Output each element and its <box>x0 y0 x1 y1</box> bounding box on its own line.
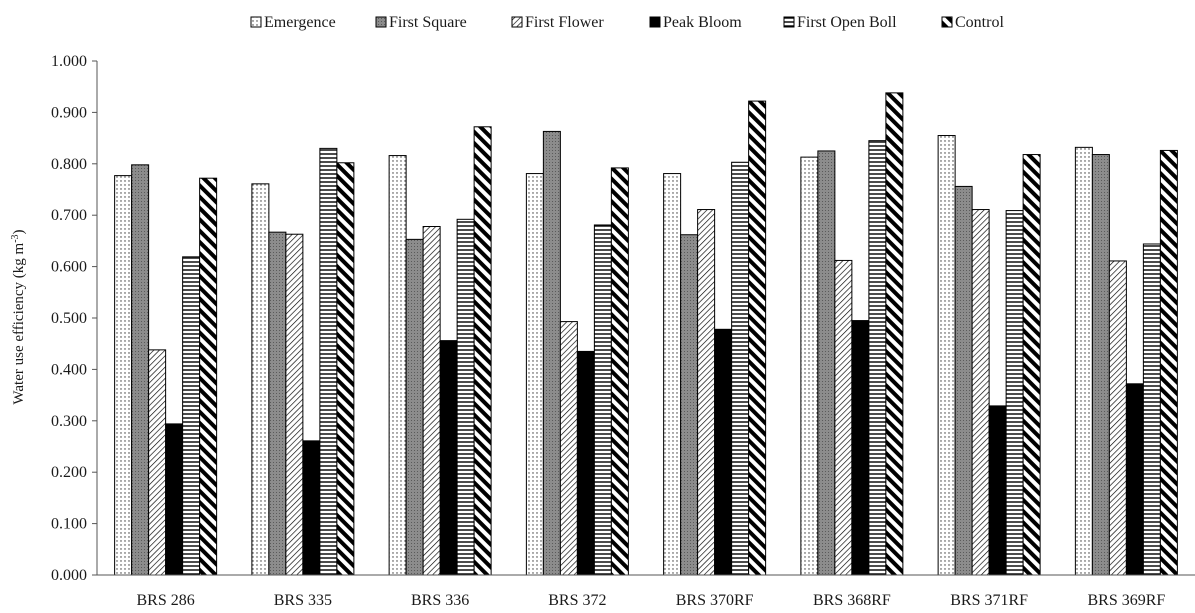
legend-swatch <box>511 16 523 28</box>
bar-solid-black <box>302 440 321 576</box>
legend-label: Emergence <box>264 14 336 31</box>
bar-horiz-lines <box>319 147 338 576</box>
y-axis-label-main: Water use efficiency (kg m <box>11 242 27 404</box>
y-tick-label: 0.600 <box>51 259 87 276</box>
bar-diag-down <box>285 233 304 576</box>
y-tick-label: 0.400 <box>51 361 87 378</box>
bar-diag-down <box>834 259 853 576</box>
legend: Emergence First Square First Flower Peak Bl… <box>250 14 1004 31</box>
bar-horiz-lines <box>593 224 612 576</box>
bar-solid-black <box>439 340 458 576</box>
bar-gray-grid <box>954 185 973 576</box>
y-tick-label: 0.700 <box>51 207 87 224</box>
bar-diag-down <box>422 226 441 576</box>
bar-solid-black <box>988 405 1007 576</box>
legend-swatch <box>250 16 262 28</box>
y-tick-label: 0.300 <box>51 413 87 430</box>
bar-wide-diag <box>885 92 904 576</box>
bar-wide-diag <box>610 167 629 576</box>
legend-label: First Flower <box>525 14 604 31</box>
x-category-label: BRS 336 <box>411 592 469 609</box>
legend-label: Control <box>955 14 1004 31</box>
x-category-label: BRS 371RF <box>950 592 1028 609</box>
bar-wide-diag <box>199 177 218 576</box>
bar-wide-diag <box>1022 154 1041 576</box>
y-tick-label: 0.200 <box>51 464 87 481</box>
legend-swatch <box>375 16 387 28</box>
y-axis: 0.000 0.100 0.200 0.300 0.400 0.500 0.600 0.700… <box>51 53 98 584</box>
bar-gray-grid <box>1091 154 1110 576</box>
bar-solid-black <box>165 423 184 576</box>
bar-dots <box>251 183 270 576</box>
y-tick-label: 0.900 <box>51 104 87 121</box>
x-category-label: BRS 368RF <box>813 592 891 609</box>
bar-horiz-lines <box>731 161 750 576</box>
legend-label: Peak Bloom <box>663 14 742 31</box>
x-category-label: BRS 369RF <box>1087 592 1165 609</box>
legend-swatch <box>941 16 953 28</box>
bar-diag-down <box>1108 260 1127 576</box>
bar-dots <box>388 155 407 576</box>
bar-diag-down <box>148 349 167 576</box>
bar-dots <box>800 156 819 576</box>
bar-dots <box>937 135 956 576</box>
bar-solid-black <box>714 328 733 576</box>
y-tick-label: 0.500 <box>51 310 87 327</box>
y-axis-label-tail: ) <box>11 229 27 234</box>
bar-diag-down <box>559 321 578 576</box>
x-category-label: BRS 335 <box>274 592 332 609</box>
bar-horiz-lines <box>1005 210 1024 576</box>
bar-diag-down <box>971 209 990 576</box>
bar-gray-grid <box>405 238 424 576</box>
y-axis-label-sup: -3 <box>10 234 21 242</box>
y-axis-label: Water use efficiency (kg m-3) <box>10 229 28 404</box>
bar-diag-down <box>697 209 716 576</box>
bar-solid-black <box>576 350 595 576</box>
bar-dots <box>114 175 133 576</box>
bar-dots <box>525 173 544 576</box>
y-tick-label: 0.000 <box>51 567 87 584</box>
x-axis: BRS 286 BRS 335 BRS 336 BRS 372 BRS 370RF BRS… <box>97 574 1195 609</box>
bars <box>114 92 1178 576</box>
bar-wide-diag <box>748 100 767 576</box>
legend-swatch <box>649 16 661 28</box>
bar-dots <box>663 173 682 576</box>
bar-solid-black <box>851 320 870 576</box>
legend-label: First Open Boll <box>797 14 897 31</box>
x-category-label: BRS 286 <box>137 592 195 609</box>
bar-wide-diag <box>1159 149 1178 576</box>
bar-wide-diag <box>473 126 492 576</box>
bar-dots <box>1074 146 1093 576</box>
y-tick-label: 0.800 <box>51 156 87 173</box>
bar-horiz-lines <box>868 140 887 576</box>
bar-gray-grid <box>268 231 287 576</box>
bar-gray-grid <box>817 150 836 576</box>
bar-solid-black <box>1125 383 1144 576</box>
x-category-label: BRS 372 <box>548 592 606 609</box>
bar-gray-grid <box>131 164 150 576</box>
y-tick-label: 1.000 <box>51 53 87 70</box>
bar-gray-grid <box>680 234 699 576</box>
legend-swatch <box>783 16 795 28</box>
y-tick-label: 0.100 <box>51 516 87 533</box>
bar-wide-diag <box>336 162 355 576</box>
bar-gray-grid <box>542 130 561 576</box>
bar-horiz-lines <box>1142 243 1161 576</box>
bar-horiz-lines <box>456 218 475 576</box>
bar-horiz-lines <box>182 256 201 576</box>
legend-label: First Square <box>389 14 467 31</box>
x-category-label: BRS 370RF <box>676 592 754 609</box>
